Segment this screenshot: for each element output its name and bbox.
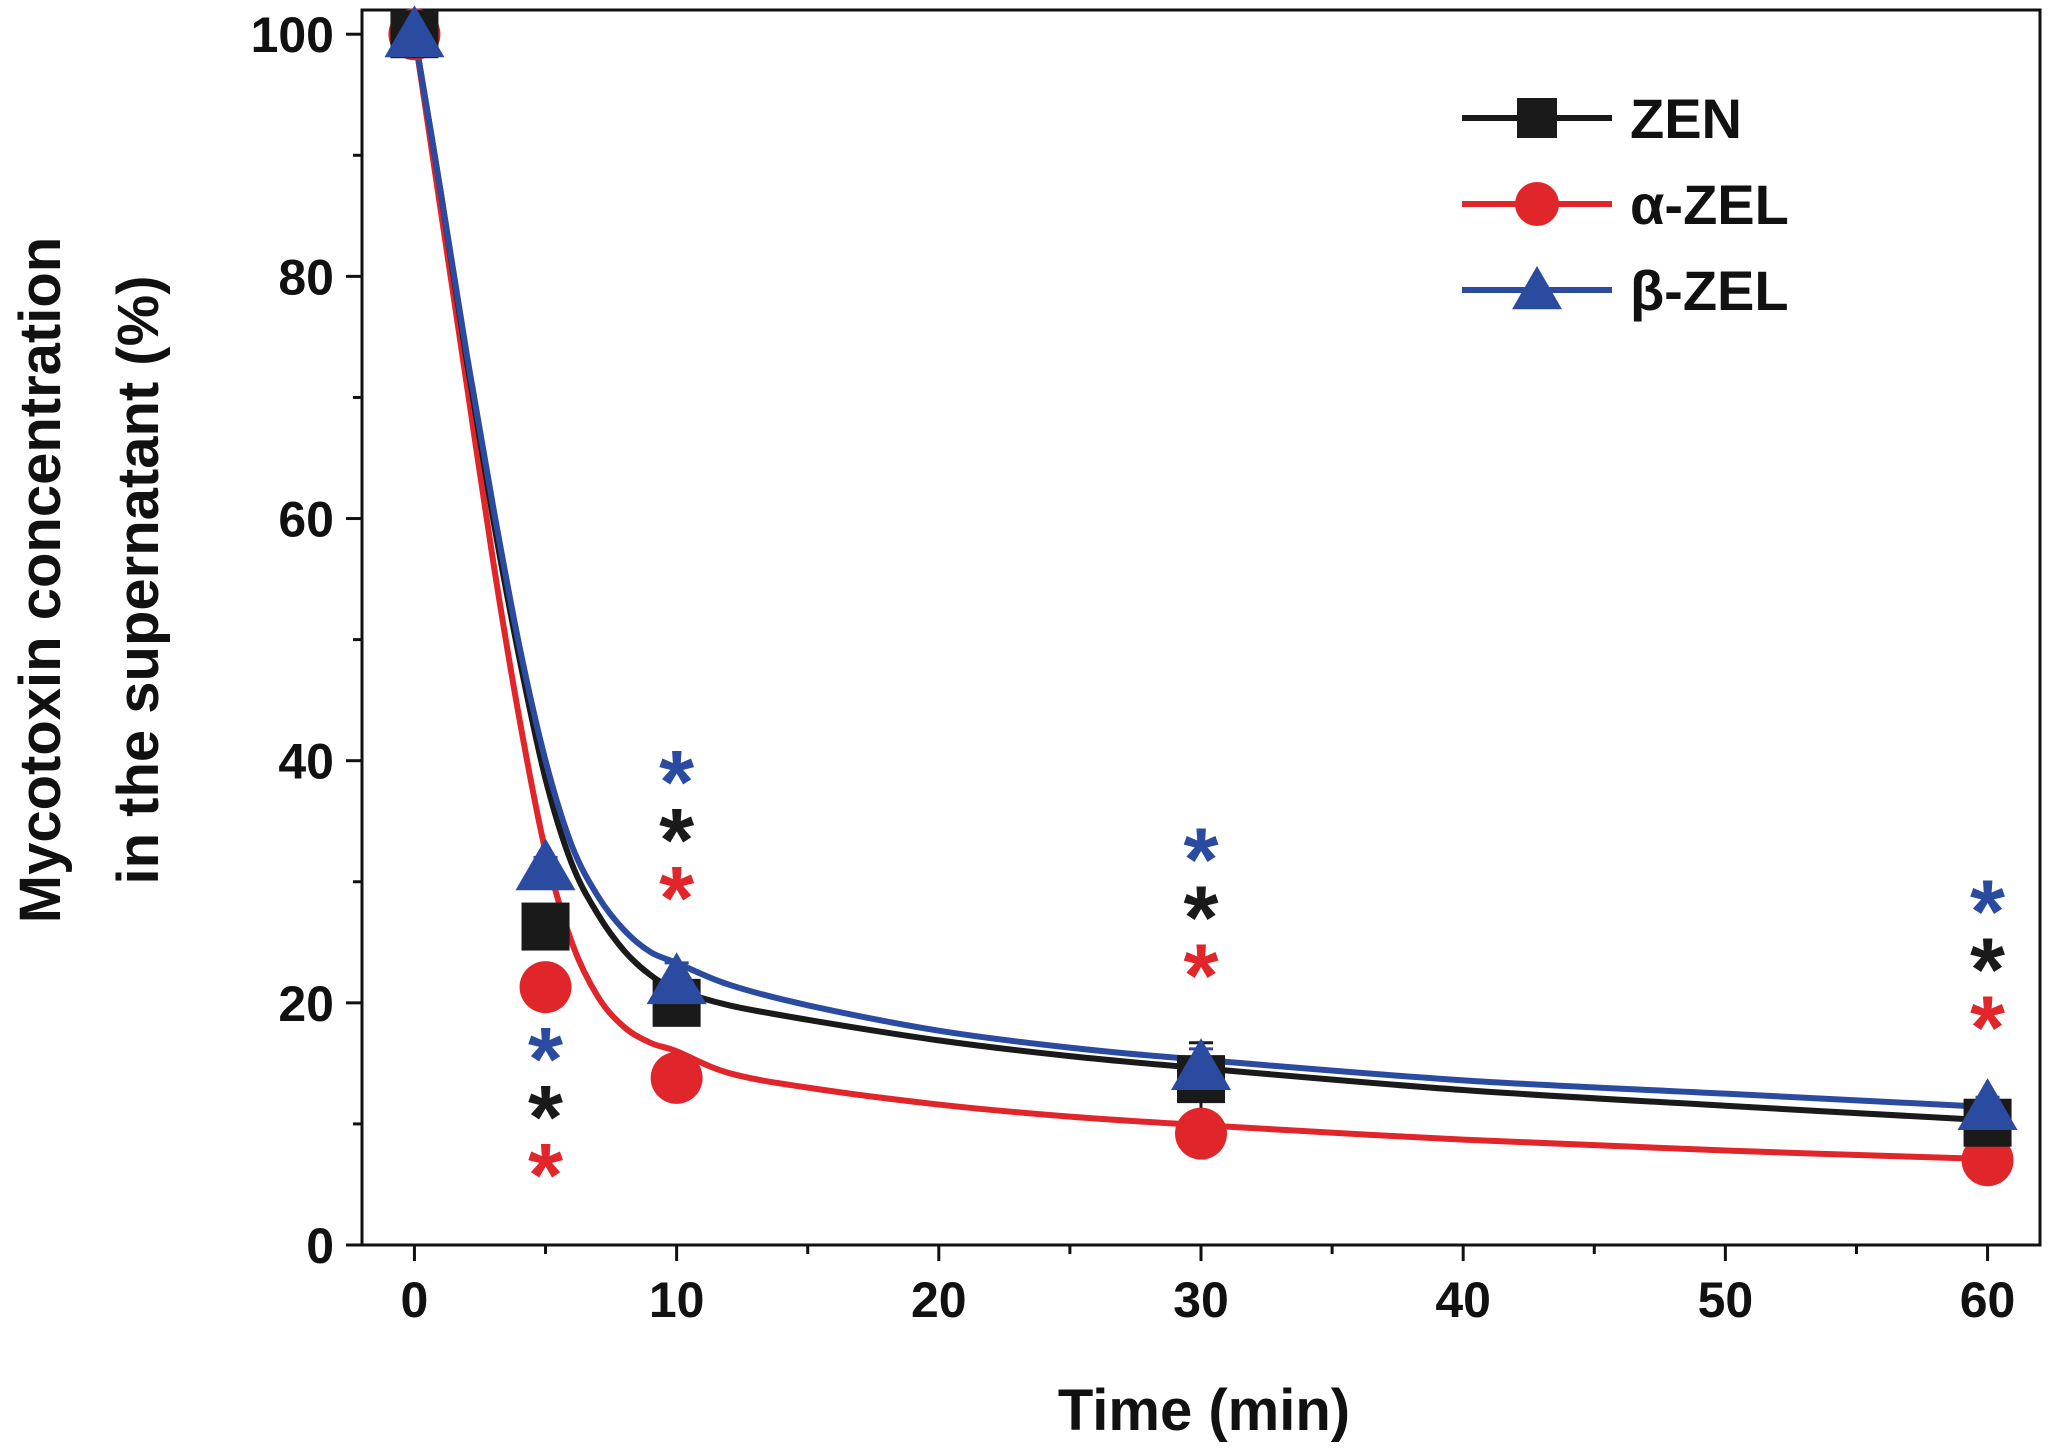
significance-star-alpha-zel: * <box>1970 978 2005 1078</box>
significance-star-alpha-zel: * <box>528 1126 563 1226</box>
data-point-beta-zel <box>384 5 445 58</box>
significance-star-zen: * <box>659 791 694 891</box>
significance-star-beta-zel: * <box>659 733 694 833</box>
legend-marker-zen <box>1517 98 1557 138</box>
y-tick-label: 40 <box>278 734 334 790</box>
y-axis: 0 20 40 60 80 100 <box>251 7 362 1274</box>
legend-label-zen: ZEN <box>1630 87 1742 150</box>
legend: ZEN α-ZEL β-ZEL <box>1462 87 1789 322</box>
x-tick-label: 30 <box>1173 1272 1229 1328</box>
x-tick-label: 0 <box>401 1272 429 1328</box>
y-tick-label: 80 <box>278 249 334 305</box>
data-point-beta-zel <box>1957 1078 2018 1131</box>
data-point-zen <box>521 902 570 951</box>
y-tick-label: 0 <box>306 1218 334 1274</box>
significance-star-zen: * <box>1970 920 2005 1020</box>
y-tick-label: 60 <box>278 492 334 548</box>
x-tick-label: 20 <box>911 1272 967 1328</box>
legend-marker-beta-zel <box>1512 266 1562 310</box>
x-axis: 0 10 20 30 40 50 60 <box>401 1245 2016 1328</box>
x-axis-title: Time (min) <box>1058 1378 1350 1443</box>
data-point-alpha-zel <box>1961 1134 2014 1187</box>
x-tick-label: 10 <box>649 1272 705 1328</box>
y-axis-title-line-1: Mycotoxin concentration <box>8 237 73 923</box>
significance-star-zen: * <box>1183 868 1218 968</box>
legend-label-alpha-zel: α-ZEL <box>1630 173 1789 236</box>
significance-star-beta-zel: * <box>528 1010 563 1110</box>
legend-label-beta-zel: β-ZEL <box>1630 259 1789 322</box>
x-tick-label: 50 <box>1698 1272 1754 1328</box>
legend-marker-alpha-zel <box>1515 182 1559 226</box>
data-point-beta-zel <box>1171 1038 1231 1091</box>
x-tick-label: 60 <box>1960 1272 2016 1328</box>
data-markers <box>384 5 2018 1187</box>
significance-star-zen: * <box>528 1068 563 1168</box>
y-tick-label: 20 <box>278 976 334 1032</box>
significance-star-beta-zel: * <box>1970 862 2005 962</box>
y-axis-title-line-2: in the supernatant (%) <box>106 275 171 884</box>
data-point-beta-zel <box>515 838 576 891</box>
significance-star-alpha-zel: * <box>659 849 694 949</box>
y-axis-title: Mycotoxin concentration in the supernata… <box>8 237 171 923</box>
y-tick-label: 100 <box>251 7 334 63</box>
data-point-alpha-zel <box>650 1051 703 1104</box>
significance-star-beta-zel: * <box>1183 810 1218 910</box>
data-point-alpha-zel <box>1175 1107 1227 1160</box>
fit-curve-alpha-zel <box>411 33 1988 1163</box>
data-point-beta-zel <box>646 952 707 1005</box>
significance-stars: ****** ****** <box>528 733 2005 1226</box>
x-tick-label: 40 <box>1435 1272 1491 1328</box>
significance-star-alpha-zel: * <box>1183 926 1218 1026</box>
data-point-alpha-zel <box>519 961 572 1014</box>
